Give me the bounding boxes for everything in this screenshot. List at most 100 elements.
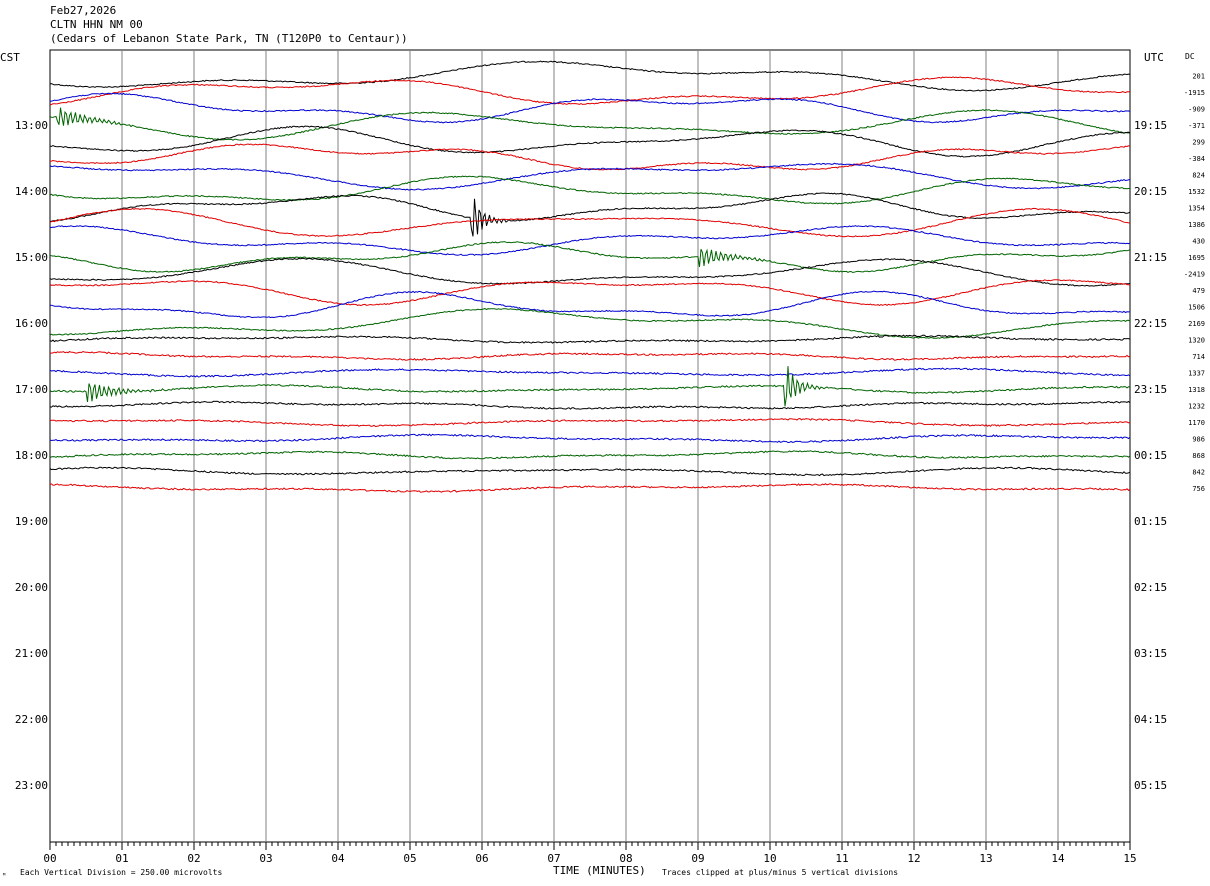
trace-line (49, 257, 1131, 287)
trace-dc-value: -384 (1188, 155, 1205, 163)
trace-dc-value: 1354 (1188, 205, 1205, 213)
utc-hour-label: 05:15 (1134, 779, 1167, 792)
trace-dc-value: 1318 (1188, 386, 1205, 394)
trace-line (49, 483, 1131, 493)
trace-dc-value: 1386 (1188, 221, 1205, 229)
trace-line (49, 366, 1131, 407)
trace-line (49, 143, 1131, 171)
cst-hour-label: 16:00 (15, 317, 48, 330)
cst-hour-label: 14:00 (15, 185, 48, 198)
utc-hour-label: 23:15 (1134, 383, 1167, 396)
trace-dc-value: 824 (1192, 172, 1205, 180)
trace-dc-value: 1320 (1188, 337, 1205, 345)
cst-hour-label: 20:00 (15, 581, 48, 594)
trace-line (49, 433, 1131, 444)
trace-dc-value: 1170 (1188, 419, 1205, 427)
trace-line (49, 308, 1131, 339)
x-tick-label: 13 (979, 852, 992, 865)
trace-dc-value: 1695 (1188, 254, 1205, 262)
x-tick-label: 02 (187, 852, 200, 865)
x-tick-label: 01 (115, 852, 128, 865)
trace-line (49, 125, 1131, 158)
trace-dc-value: -1915 (1184, 89, 1205, 97)
trace-dc-value: 714 (1192, 353, 1205, 361)
x-tick-label: 07 (547, 852, 560, 865)
dc-column-label: DC (1185, 52, 1195, 61)
utc-hour-label: 02:15 (1134, 581, 1167, 594)
trace-dc-value: -909 (1188, 106, 1205, 114)
corner-mark: ᴹ (2, 872, 6, 880)
trace-dc-value: 1337 (1188, 370, 1205, 378)
plot-header: Feb27,2026 CLTN HHN NM 00 (Cedars of Leb… (50, 4, 408, 46)
utc-hour-label: 01:15 (1134, 515, 1167, 528)
trace-line (49, 207, 1130, 238)
left-timezone-label: CST (0, 51, 20, 64)
utc-hour-label: 03:15 (1134, 647, 1167, 660)
trace-line (49, 175, 1130, 205)
trace-line (49, 334, 1131, 344)
trace-dc-value: 756 (1192, 485, 1205, 493)
trace-layer (49, 60, 1131, 493)
trace-dc-value: 868 (1192, 452, 1205, 460)
clip-note: Traces clipped at plus/minus 5 vertical … (662, 868, 898, 877)
trace-dc-value: 430 (1192, 238, 1205, 246)
x-tick-label: 10 (763, 852, 776, 865)
cst-hour-label: 17:00 (15, 383, 48, 396)
x-tick-label: 05 (403, 852, 416, 865)
x-axis-title: TIME (MINUTES) (553, 864, 646, 877)
utc-hour-label: 19:15 (1134, 119, 1167, 132)
trace-dc-value: -2419 (1184, 271, 1205, 279)
x-tick-label: 08 (619, 852, 632, 865)
trace-line (49, 225, 1131, 256)
x-tick-label: 12 (907, 852, 920, 865)
right-timezone-label: UTC (1144, 51, 1164, 64)
x-tick-label: 11 (835, 852, 848, 865)
cst-hour-label: 19:00 (15, 515, 48, 528)
trace-line (49, 92, 1131, 124)
x-tick-label: 09 (691, 852, 704, 865)
trace-dc-value: 479 (1192, 287, 1205, 295)
trace-line (49, 417, 1131, 428)
header-location: (Cedars of Lebanon State Park, TN (T120P… (50, 32, 408, 45)
trace-line (49, 466, 1131, 477)
cst-hour-label: 23:00 (15, 779, 48, 792)
x-tick-label: 14 (1051, 852, 1065, 865)
trace-dc-value: 986 (1192, 436, 1205, 444)
utc-hour-label: 20:15 (1134, 185, 1167, 198)
trace-dc-value: -371 (1188, 122, 1205, 130)
x-tick-label: 15 (1123, 852, 1136, 865)
trace-dc-value: 1532 (1188, 188, 1205, 196)
x-tick-label: 03 (259, 852, 272, 865)
trace-line (49, 290, 1130, 319)
header-station: CLTN HHN NM 00 (50, 18, 143, 31)
trace-dc-value: 842 (1192, 469, 1205, 477)
trace-line (49, 162, 1131, 191)
x-tick-label: 06 (475, 852, 488, 865)
trace-line (49, 350, 1131, 361)
grid-layer (49, 49, 1131, 850)
trace-line (49, 450, 1131, 460)
trace-line (49, 60, 1131, 92)
cst-hour-label: 18:00 (15, 449, 48, 462)
trace-dc-value: 1232 (1188, 403, 1205, 411)
trace-line (49, 400, 1131, 410)
cst-hour-label: 22:00 (15, 713, 48, 726)
trace-line (49, 241, 1131, 273)
scale-note: Each Vertical Division = 250.00 microvol… (20, 868, 222, 877)
utc-hour-label: 00:15 (1134, 449, 1167, 462)
trace-dc-value: 2169 (1188, 320, 1205, 328)
trace-line (49, 367, 1131, 378)
header-date: Feb27,2026 (50, 4, 117, 17)
x-tick-label: 04 (331, 852, 345, 865)
utc-hour-label: 21:15 (1134, 251, 1167, 264)
trace-line (49, 76, 1131, 106)
trace-line (49, 107, 1131, 141)
trace-dc-value: 1506 (1188, 304, 1205, 312)
label-layer: CST UTC DC TIME (MINUTES) Each Vertical … (0, 51, 1205, 880)
trace-line (49, 192, 1131, 237)
x-tick-label: 00 (43, 852, 56, 865)
utc-hour-label: 22:15 (1134, 317, 1167, 330)
trace-line (49, 279, 1131, 307)
cst-hour-label: 15:00 (15, 251, 48, 264)
cst-hour-label: 21:00 (15, 647, 48, 660)
